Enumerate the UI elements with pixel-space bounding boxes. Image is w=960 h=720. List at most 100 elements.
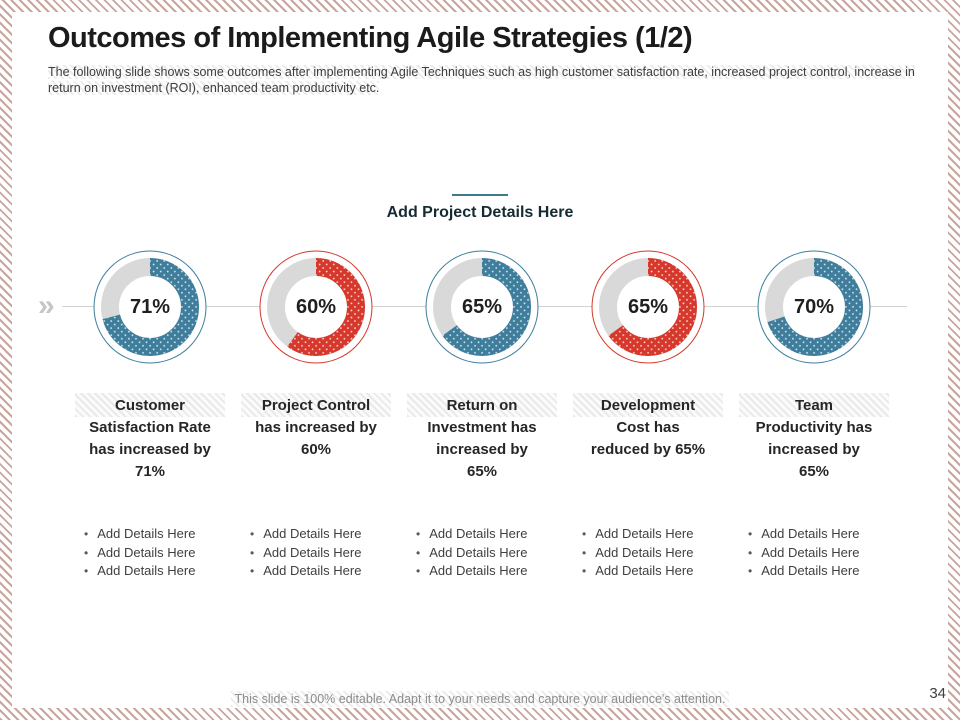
- list-item: • Add Details Here: [250, 525, 382, 544]
- list-item: • Add Details Here: [582, 544, 714, 563]
- caption-highlight-band: [241, 393, 391, 417]
- bullet-dot: •: [582, 564, 587, 578]
- bullet-dot: •: [416, 545, 421, 560]
- donut-chart: [591, 250, 705, 364]
- bullet-dot: •: [416, 527, 421, 541]
- donut-gauge: 70%: [754, 247, 874, 367]
- donut-chart: [757, 250, 871, 364]
- caption-text: Team Productivity has increased by 65%: [755, 397, 873, 480]
- page-title: Outcomes of Implementing Agile Strategie…: [48, 22, 693, 54]
- bullet-dot: •: [416, 564, 421, 578]
- bullet-dot: •: [250, 527, 255, 541]
- details-list: • Add Details Here • Add Details Here • Add…: [250, 525, 382, 581]
- details-column: • Add Details Here • Add Details Here • Add…: [233, 525, 399, 581]
- list-item: • Add Details Here: [250, 544, 382, 563]
- caption-text: Development Cost has reduced by 65%: [590, 397, 706, 458]
- bullet-dot: •: [250, 564, 255, 578]
- donut-caption: Development Cost has reduced by 65%: [565, 393, 731, 483]
- subtitle: The following slide shows some outcomes …: [48, 64, 920, 96]
- list-item-text: Add Details Here: [761, 563, 860, 578]
- donut-value-label: 70%: [793, 295, 835, 318]
- section-heading-text: Add Project Details Here: [386, 204, 574, 221]
- bullet-dot: •: [582, 527, 587, 541]
- details-list: • Add Details Here • Add Details Here • Add…: [84, 525, 216, 581]
- list-item-text: Add Details Here: [595, 563, 694, 578]
- list-item: • Add Details Here: [416, 525, 548, 544]
- donut-value-label: 60%: [295, 295, 337, 318]
- caption-text: Customer Satisfaction Rate has increased…: [89, 397, 211, 480]
- section-heading: Add Project Details Here: [12, 194, 948, 222]
- slide-body: Outcomes of Implementing Agile Strategie…: [12, 12, 948, 708]
- donut-gauge: 71%: [90, 247, 210, 367]
- list-item: • Add Details Here: [416, 544, 548, 563]
- bullet-dot: •: [84, 527, 89, 541]
- list-item-text: Add Details Here: [263, 544, 362, 560]
- list-item-text: Add Details Here: [97, 563, 196, 578]
- donut-chart: [425, 250, 539, 364]
- list-item: • Add Details Here: [416, 562, 548, 581]
- details-column: • Add Details Here • Add Details Here • Add…: [399, 525, 565, 581]
- list-item: • Add Details Here: [748, 562, 880, 581]
- footer-note: This slide is 100% editable. Adapt it to…: [12, 691, 948, 707]
- list-item: • Add Details Here: [748, 525, 880, 544]
- list-item-text: Add Details Here: [429, 526, 528, 541]
- bullet-dot: •: [748, 527, 753, 541]
- donut-gauge: 65%: [422, 247, 542, 367]
- list-item: • Add Details Here: [582, 562, 714, 581]
- list-item-text: Add Details Here: [97, 544, 196, 560]
- list-item: • Add Details Here: [84, 525, 216, 544]
- caption-highlight-band: [75, 393, 225, 417]
- list-item-text: Add Details Here: [97, 526, 196, 541]
- donut-chart: [259, 250, 373, 364]
- caption-highlight-band: [739, 393, 889, 417]
- double-chevron-icon: »: [38, 289, 55, 322]
- bullets-row: • Add Details Here • Add Details Here • Add…: [67, 525, 897, 581]
- list-item-text: Add Details Here: [429, 544, 528, 560]
- donut-caption: Return on Investment has increased by 65…: [399, 393, 565, 483]
- donut-caption: Project Control has increased by 60%: [233, 393, 399, 483]
- bullet-dot: •: [250, 545, 255, 560]
- donut-gauge: 60%: [256, 247, 376, 367]
- details-list: • Add Details Here • Add Details Here • Add…: [582, 525, 714, 581]
- list-item-text: Add Details Here: [429, 563, 528, 578]
- bullet-dot: •: [84, 564, 89, 578]
- details-column: • Add Details Here • Add Details Here • Add…: [565, 525, 731, 581]
- donut-chart: [93, 250, 207, 364]
- bullet-dot: •: [582, 545, 587, 560]
- list-item-text: Add Details Here: [761, 526, 860, 541]
- details-column: • Add Details Here • Add Details Here • Add…: [731, 525, 897, 581]
- details-list: • Add Details Here • Add Details Here • Add…: [416, 525, 548, 581]
- labels-row: Customer Satisfaction Rate has increased…: [67, 393, 897, 483]
- list-item-text: Add Details Here: [595, 544, 694, 560]
- list-item: • Add Details Here: [84, 544, 216, 563]
- donut-value-label: 71%: [129, 295, 171, 318]
- donut-caption: Customer Satisfaction Rate has increased…: [67, 393, 233, 483]
- footer-note-text: This slide is 100% editable. Adapt it to…: [230, 691, 730, 707]
- bullet-dot: •: [84, 545, 89, 560]
- donut-value-label: 65%: [461, 295, 503, 318]
- caption-highlight-band: [407, 393, 557, 417]
- donut-value-label: 65%: [627, 295, 669, 318]
- donut-gauge-row: » 71%: [12, 242, 948, 382]
- donut-gauge: 65%: [588, 247, 708, 367]
- bullet-dot: •: [748, 564, 753, 578]
- caption-highlight-band: [573, 393, 723, 417]
- list-item: • Add Details Here: [84, 562, 216, 581]
- list-item: • Add Details Here: [748, 544, 880, 563]
- caption-text: Return on Investment has increased by 65…: [427, 397, 537, 480]
- page-number: 34: [929, 685, 946, 702]
- donut-caption: Team Productivity has increased by 65%: [731, 393, 897, 483]
- bullet-dot: •: [748, 545, 753, 560]
- list-item-text: Add Details Here: [263, 526, 362, 541]
- list-item: • Add Details Here: [582, 525, 714, 544]
- list-item: • Add Details Here: [250, 562, 382, 581]
- list-item-text: Add Details Here: [761, 544, 860, 560]
- heading-rule: [452, 194, 508, 196]
- details-column: • Add Details Here • Add Details Here • Add…: [67, 525, 233, 581]
- details-list: • Add Details Here • Add Details Here • Add…: [748, 525, 880, 581]
- list-item-text: Add Details Here: [595, 526, 694, 541]
- list-item-text: Add Details Here: [263, 563, 362, 578]
- subtitle-text: The following slide shows some outcomes …: [48, 65, 915, 95]
- caption-text: Project Control has increased by 60%: [255, 397, 377, 458]
